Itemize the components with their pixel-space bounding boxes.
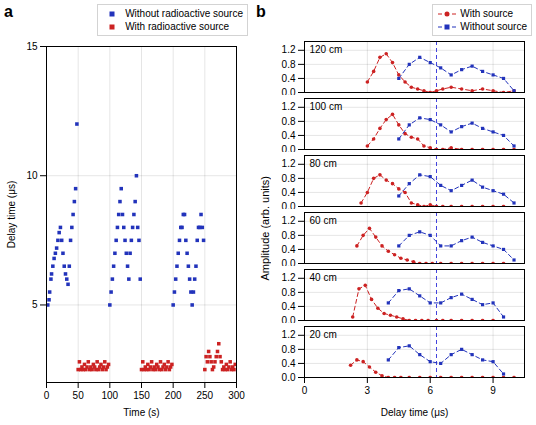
svg-text:0.0: 0.0: [282, 258, 296, 266]
svg-text:1.2: 1.2: [282, 44, 296, 55]
svg-text:40 cm: 40 cm: [310, 272, 337, 283]
svg-text:100: 100: [101, 390, 118, 401]
svg-text:5: 5: [32, 299, 38, 310]
svg-text:1.2: 1.2: [282, 101, 296, 112]
svg-text:0: 0: [44, 390, 50, 401]
svg-text:0: 0: [302, 385, 308, 396]
svg-text:300: 300: [228, 390, 245, 401]
svg-text:0.4: 0.4: [282, 301, 296, 312]
svg-text:120 cm: 120 cm: [310, 44, 343, 55]
svg-text:0.4: 0.4: [282, 130, 296, 141]
html-text:With source: With source: [460, 8, 514, 19]
svg-text:0.8: 0.8: [282, 173, 296, 184]
svg-text:3: 3: [365, 385, 371, 396]
svg-text:Time (s): Time (s): [123, 407, 159, 418]
svg-text:200: 200: [165, 390, 182, 401]
svg-text:0.0: 0.0: [282, 372, 296, 383]
svg-text:9: 9: [490, 385, 496, 396]
html-text:Amplitude (arb. units): Amplitude (arb. units): [259, 175, 271, 281]
html-text:Without radioactive source: Without radioactive source: [125, 8, 243, 19]
svg-text:60 cm: 60 cm: [310, 215, 337, 226]
svg-text:Delay time (μs): Delay time (μs): [381, 407, 448, 418]
svg-text:1.2: 1.2: [282, 215, 296, 226]
svg-text:0.8: 0.8: [282, 344, 296, 355]
svg-text:0.8: 0.8: [282, 116, 296, 127]
svg-text:0.0: 0.0: [282, 315, 296, 323]
svg-text:0.8: 0.8: [282, 230, 296, 241]
svg-text:80 cm: 80 cm: [310, 158, 337, 169]
svg-text:15: 15: [26, 41, 38, 52]
svg-text:50: 50: [73, 390, 85, 401]
svg-text:Delay time (μs): Delay time (μs): [6, 181, 17, 248]
svg-text:10: 10: [26, 170, 38, 181]
svg-text:0.0: 0.0: [282, 144, 296, 152]
svg-text:0.8: 0.8: [282, 287, 296, 298]
svg-text:150: 150: [133, 390, 150, 401]
svg-text:0.0: 0.0: [282, 201, 296, 209]
html-text:b: b: [256, 3, 266, 20]
svg-text:1.2: 1.2: [282, 158, 296, 169]
svg-text:0.4: 0.4: [282, 187, 296, 198]
svg-text:20 cm: 20 cm: [310, 329, 337, 340]
html-text:With radioactive source: With radioactive source: [125, 21, 230, 32]
svg-text:0.8: 0.8: [282, 59, 296, 70]
html-text:a: a: [4, 3, 13, 20]
svg-text:100 cm: 100 cm: [310, 101, 343, 112]
svg-text:250: 250: [196, 390, 213, 401]
svg-text:0.4: 0.4: [282, 358, 296, 369]
svg-text:0.0: 0.0: [282, 87, 296, 95]
svg-text:1.2: 1.2: [282, 272, 296, 283]
html-text:Without source: Without source: [460, 21, 527, 32]
svg-text:6: 6: [427, 385, 433, 396]
svg-text:0.4: 0.4: [282, 244, 296, 255]
svg-text:1.2: 1.2: [282, 329, 296, 340]
svg-text:0.4: 0.4: [282, 73, 296, 84]
